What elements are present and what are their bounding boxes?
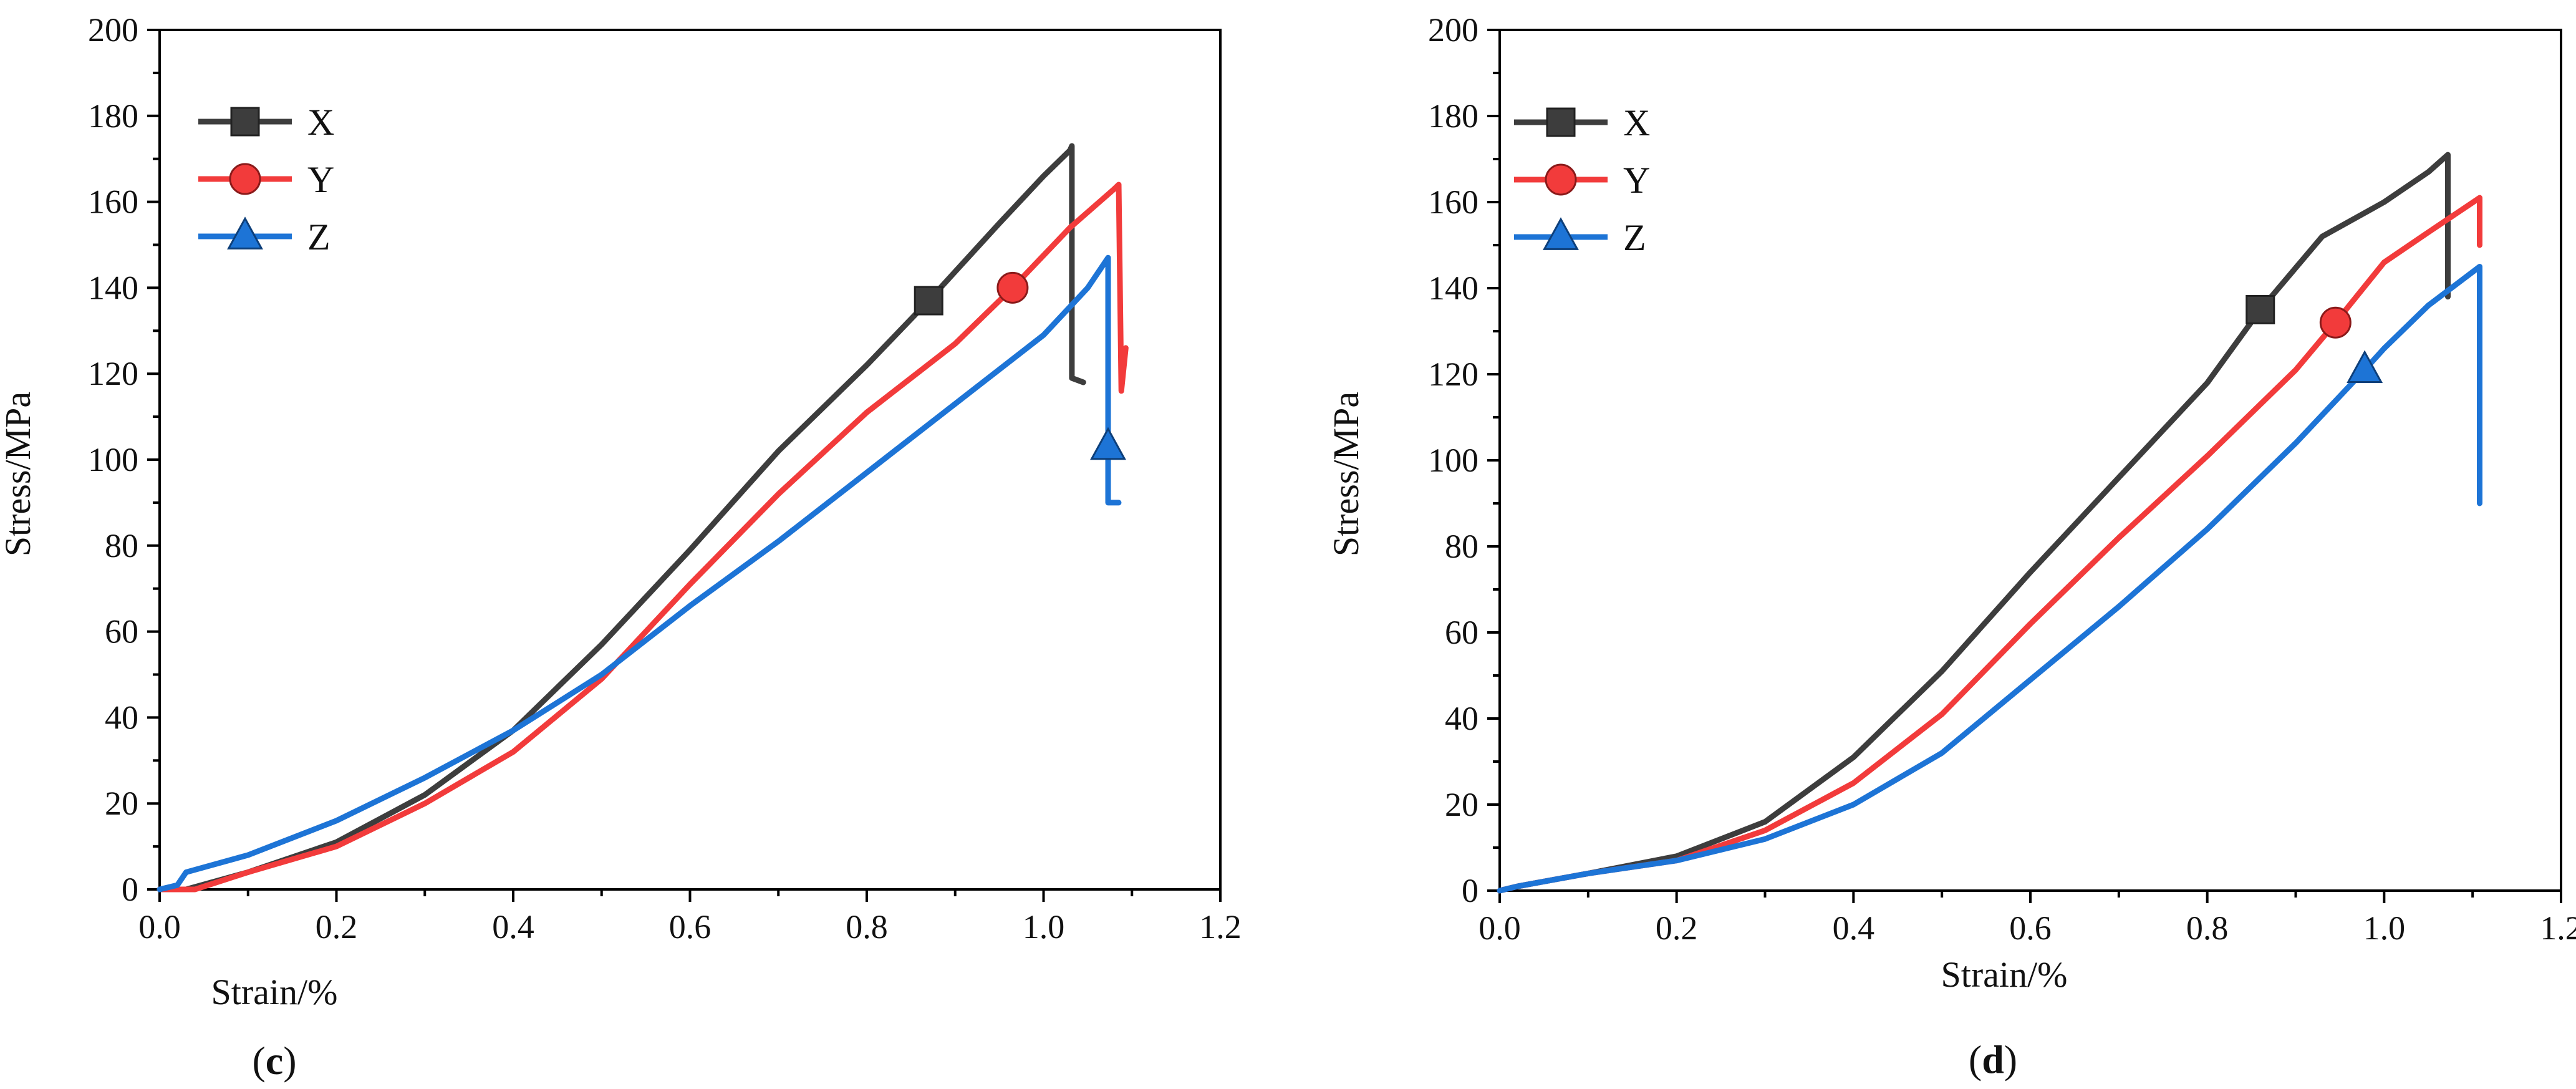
y-tick-label: 120 [1428, 356, 1479, 393]
x-axis-label: Strain/% [211, 972, 338, 1012]
caption-letter: c [266, 1038, 283, 1083]
legend-label-z: Z [307, 216, 330, 258]
series-marker-x [2246, 295, 2275, 324]
legend-marker-y [229, 163, 261, 195]
y-tick-label: 100 [88, 441, 138, 478]
stress-strain-chart-d: 0.0 0.2 0.4 0.6 0.8 1.0 1.2 0 20 40 60 80 100 120 140 1… [1326, 11, 2576, 1082]
y-tick-label: 60 [105, 613, 138, 651]
plot-area: 0.0 0.2 0.4 0.6 0.8 1.0 1.2 0 20 40 60 80 100 120 140 1… [88, 11, 1242, 946]
chart-panel-d: 0.0 0.2 0.4 0.6 0.8 1.0 1.2 0 20 40 60 80 100 120 140 1… [1288, 0, 2576, 1089]
x-tick-label: 0.2 [1656, 909, 1698, 947]
y-tick-label: 180 [88, 97, 138, 135]
series-line-z [1497, 264, 2482, 894]
x-tick-label: 1.2 [2540, 909, 2576, 947]
y-tick-label: 20 [1445, 786, 1479, 823]
series-marker-y [996, 271, 1029, 304]
series-line-x [1497, 152, 2451, 894]
legend-label-x: X [1623, 102, 1650, 143]
y-tick-label: 40 [105, 699, 138, 736]
x-tick-label: 0.2 [316, 908, 358, 946]
x-axis-label: Strain/% [1941, 954, 2068, 995]
y-tick-label: 140 [88, 269, 138, 306]
y-tick-label: 0 [122, 871, 138, 908]
legend-label-y: Y [1623, 160, 1650, 201]
x-tick-label: 0.6 [2009, 909, 2052, 947]
plot-frame [1498, 29, 2562, 892]
x-tick-label: 0.0 [138, 908, 181, 946]
caption-c: (c) [252, 1038, 296, 1083]
y-tick-label: 80 [105, 527, 138, 564]
x-tick-label: 1.0 [2363, 909, 2406, 947]
series-line-y [157, 182, 1129, 893]
series-marker-z [2347, 350, 2383, 384]
legend-marker-y [1545, 163, 1577, 196]
caption-letter: d [1982, 1037, 2004, 1082]
caption-open-paren: ( [252, 1038, 265, 1083]
x-tick-label: 0.4 [492, 908, 534, 946]
y-tick-label: 0 [1462, 872, 1479, 909]
x-tick-label: 0.4 [1833, 909, 1875, 947]
y-tick-label: 200 [1428, 11, 1479, 49]
y-axis-label: Stress/MPa [1326, 392, 1366, 556]
x-tick-label: 1.0 [1023, 908, 1065, 946]
x-tick-label: 0.6 [669, 908, 712, 946]
caption-close-paren: ) [2004, 1037, 2017, 1082]
stress-strain-chart-c: 0.0 0.2 0.4 0.6 0.8 1.0 1.2 0 20 40 60 80 100 120 140 1… [0, 11, 1242, 1083]
series-marker-x [914, 286, 943, 316]
y-tick-label: 200 [88, 11, 138, 49]
y-tick-label: 20 [105, 785, 138, 822]
y-tick-label: 80 [1445, 528, 1479, 565]
plot-area: 0.0 0.2 0.4 0.6 0.8 1.0 1.2 0 20 40 60 80 100 120 140 1… [1428, 11, 2576, 947]
legend-marker-x [1546, 107, 1576, 137]
x-tick-label: 0.0 [1479, 909, 1521, 947]
x-tick-label: 0.8 [846, 908, 888, 946]
legend-marker-z [227, 216, 263, 249]
x-tick-label: 0.8 [2186, 909, 2229, 947]
legend: XYZ [198, 102, 334, 258]
legend-label-z: Z [1623, 217, 1646, 258]
y-tick-label: 60 [1445, 614, 1479, 651]
chart-panel-c: 0.0 0.2 0.4 0.6 0.8 1.0 1.2 0 20 40 60 80 100 120 140 1… [0, 11, 1242, 1083]
series-marker-y [2319, 306, 2352, 339]
legend-label-y: Y [307, 159, 334, 200]
y-tick-label: 160 [88, 183, 138, 221]
y-tick-label: 100 [1428, 442, 1479, 479]
legend-marker-z [1543, 217, 1579, 250]
series-line-y [1497, 195, 2482, 894]
y-tick-label: 40 [1445, 700, 1479, 737]
caption-d: (d) [1969, 1037, 2017, 1082]
caption-open-paren: ( [1969, 1037, 1982, 1082]
series-line-z [157, 254, 1122, 893]
y-tick-label: 120 [88, 355, 138, 392]
caption-close-paren: ) [283, 1038, 296, 1083]
y-tick-label: 160 [1428, 183, 1479, 221]
legend-label-x: X [307, 102, 334, 143]
legend: XYZ [1514, 102, 1650, 258]
series-line-x [157, 143, 1086, 893]
y-axis-label: Stress/MPa [0, 392, 38, 556]
y-tick-label: 180 [1428, 97, 1479, 135]
x-tick-label: 1.2 [1199, 908, 1242, 946]
y-tick-label: 140 [1428, 269, 1479, 307]
series-marker-z [1090, 427, 1126, 460]
legend-marker-x [230, 107, 260, 137]
